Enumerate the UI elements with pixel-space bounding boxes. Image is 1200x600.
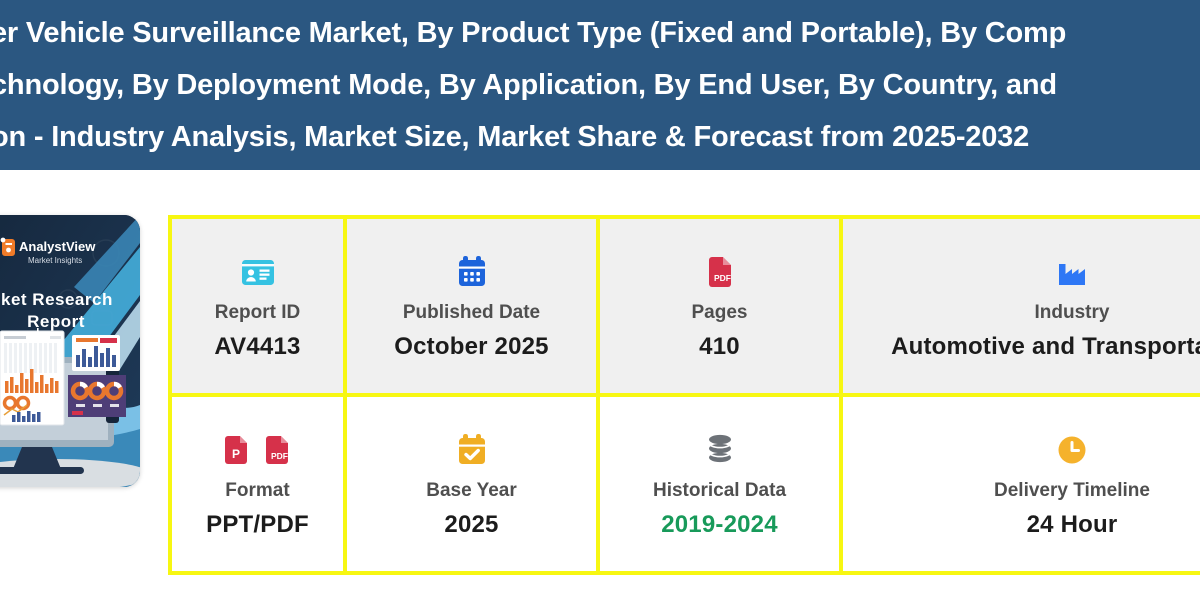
cell-historical-data: Historical Data 2019-2024	[600, 397, 839, 571]
file-ppt-pdf-icons: P PDF	[220, 429, 296, 471]
report-info-grid: Report ID AV4413 Published Date Oc	[168, 215, 1200, 575]
report-sheet-chart	[0, 330, 65, 426]
format-value: PPT/PDF	[206, 511, 309, 538]
svg-text:P: P	[232, 447, 240, 461]
id-card-icon	[238, 251, 278, 293]
database-icon	[700, 429, 740, 471]
pointer-line	[37, 328, 39, 358]
cell-delivery-timeline: Delivery Timeline 24 Hour	[843, 397, 1200, 571]
delivery-timeline-label: Delivery Timeline	[994, 480, 1150, 501]
clock-icon	[1052, 429, 1092, 471]
historical-data-label: Historical Data	[652, 480, 787, 501]
historical-data-value: 2019-2024	[661, 511, 778, 538]
published-date-value: October 2025	[394, 333, 549, 360]
factory-icon	[1052, 251, 1092, 293]
cell-published-date: Published Date October 2025	[347, 219, 596, 393]
brand-tagline: Market Insights	[28, 256, 82, 265]
pages-label: Pages	[691, 302, 748, 323]
report-id-label: Report ID	[214, 302, 301, 323]
donut-chart-panel	[68, 375, 126, 417]
report-id-value: AV4413	[214, 333, 301, 360]
format-label: Format	[225, 480, 290, 501]
cell-base-year: Base Year 2025	[347, 397, 596, 571]
report-cover-illustration: AnalystView Market Insights ket Research…	[0, 215, 140, 487]
file-pdf-icon: PDF	[700, 251, 740, 293]
analystview-logo: AnalystView Market Insights	[0, 237, 96, 265]
report-cover-thumbnail: AnalystView Market Insights ket Research…	[0, 215, 140, 487]
delivery-timeline-value: 24 Hour	[1026, 511, 1118, 538]
report-title-banner: er Vehicle Surveillance Market, By Produ…	[0, 0, 1200, 170]
svg-text:PDF: PDF	[271, 451, 288, 461]
cover-title-line-2: Report	[27, 312, 85, 331]
report-title-line-2: chnology, By Deployment Mode, By Applica…	[0, 69, 1057, 101]
cell-pages: PDF Pages 410	[600, 219, 839, 393]
cell-report-id: Report ID AV4413	[172, 219, 343, 393]
report-title-line-3: on - Industry Analysis, Market Size, Mar…	[0, 121, 1029, 153]
pages-value: 410	[699, 333, 740, 360]
mini-bar-chart-panel	[72, 335, 120, 371]
report-title-line-1: er Vehicle Surveillance Market, By Produ…	[0, 17, 1067, 49]
base-year-value: 2025	[444, 511, 499, 538]
base-year-label: Base Year	[426, 480, 517, 501]
file-ppt-icon: P	[224, 436, 247, 464]
calendar-icon	[452, 251, 492, 293]
industry-label: Industry	[1034, 302, 1110, 323]
cell-industry: Industry Automotive and Transportation	[843, 219, 1200, 393]
brand-name: AnalystView	[19, 239, 96, 254]
cover-title-line-1: ket Research	[1, 290, 113, 309]
svg-text:PDF: PDF	[714, 273, 731, 283]
cell-format: P PDF Format PPT/PDF	[172, 397, 343, 571]
calendar-check-icon	[452, 429, 492, 471]
published-date-label: Published Date	[402, 302, 541, 323]
file-pdf-icon-small: PDF	[265, 436, 288, 464]
industry-value: Automotive and Transportation	[891, 333, 1200, 360]
